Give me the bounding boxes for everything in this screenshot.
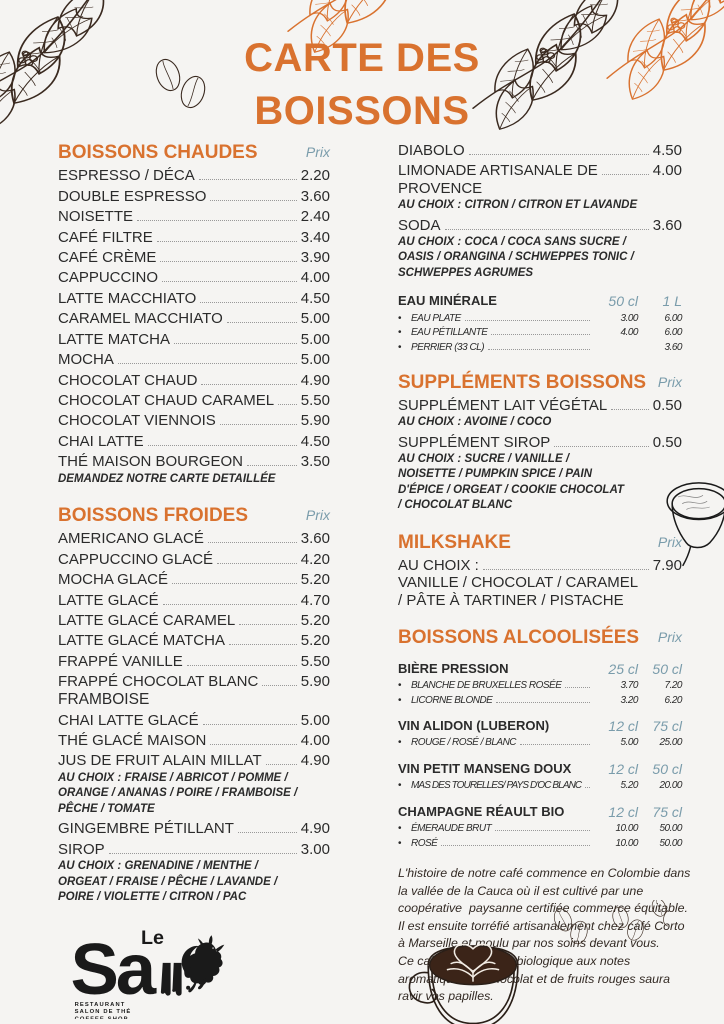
svg-text:RESTAURANT: RESTAURANT — [75, 1002, 126, 1008]
svg-text:Le: Le — [141, 927, 164, 949]
svg-text:COFFEE SHOP: COFFEE SHOP — [75, 1016, 129, 1019]
svg-text:SALON DE THÉ: SALON DE THÉ — [75, 1007, 132, 1015]
